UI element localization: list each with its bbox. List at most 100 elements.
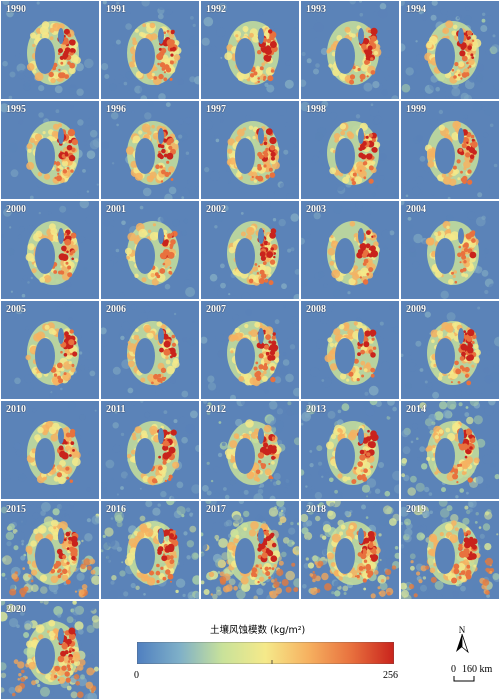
erosion-map-2000 [1,201,99,299]
panel-year-label: 2009 [406,304,426,315]
scale-right-label: 160 km [462,664,493,675]
panel-year-label: 1994 [406,4,426,15]
erosion-map-2004 [401,201,497,299]
erosion-map-1991 [101,1,199,99]
erosion-map-2008 [302,301,399,399]
panel-year-label: 2015 [6,504,26,515]
erosion-map-2020 [1,601,99,699]
map-panel-2020: 2020 [1,601,99,699]
map-panel-1992: 1992 [201,1,299,99]
map-panel-2017: 2017 [201,501,299,599]
erosion-map-1994 [401,1,499,99]
panel-year-label: 1997 [206,104,226,115]
erosion-map-1993 [301,1,399,99]
map-panel-1991: 1991 [101,1,199,99]
legend-color-ramp [137,642,394,664]
map-panel-2004: 2004 [401,201,499,299]
legend-max-label: 256 [383,670,398,681]
erosion-map-1996 [101,101,199,199]
erosion-map-2016 [101,501,199,599]
erosion-map-2012 [201,401,299,499]
map-panel-2014: 2014 [401,401,499,499]
legend-min-label: 0 [134,670,139,681]
map-panel-2007: 2007 [201,301,299,399]
panel-year-label: 2006 [106,304,126,315]
panel-year-label: 2005 [6,304,26,315]
erosion-map-1992 [201,1,299,93]
panel-year-label: 2018 [306,504,326,515]
panel-year-label: 2008 [306,304,326,315]
erosion-map-2002 [201,201,299,299]
erosion-map-1998 [301,101,399,199]
panel-year-label: 2001 [106,204,126,215]
panel-year-label: 2007 [206,304,226,315]
north-label: N [459,625,466,635]
map-panel-2009: 2009 [401,301,499,399]
map-panel-2002: 2002 [201,201,299,299]
panel-year-label: 2020 [6,604,26,615]
map-panel-1996: 1996 [101,101,199,199]
panel-year-label: 1999 [406,104,426,115]
panel-year-label: 1992 [206,4,226,15]
map-panel-2015: 2015 [1,501,99,599]
map-panel-2018: 2018 [301,501,399,599]
erosion-map-2010 [1,401,98,499]
erosion-map-1995 [1,103,99,199]
erosion-map-2013 [301,401,399,499]
map-panel-1993: 1993 [301,1,399,99]
map-panel-2019: 2019 [401,501,499,599]
erosion-map-2009 [401,301,499,399]
map-panel-2005: 2005 [1,301,99,399]
panel-year-label: 1996 [106,104,126,115]
panel-year-label: 1998 [306,104,326,115]
panel-year-label: 1993 [306,4,326,15]
erosion-map-1999 [401,102,498,199]
panel-year-label: 2019 [406,504,426,515]
map-panel-2000: 2000 [1,201,99,299]
map-panel-2008: 2008 [301,301,399,399]
north-arrow-icon: N [456,625,469,654]
legend-title: 土壤风蚀模数 (kg/m²) [210,625,306,636]
map-panel-1997: 1997 [201,101,299,199]
panel-year-label: 1991 [106,4,126,15]
panel-year-label: 2011 [106,404,126,415]
erosion-map-2007 [201,305,299,399]
panel-year-label: 2016 [106,504,126,515]
erosion-map-2018 [301,501,399,599]
map-panel-2010: 2010 [1,401,99,499]
erosion-map-2011 [101,401,199,499]
panel-year-label: 2003 [306,204,326,215]
map-panel-2011: 2011 [101,401,199,499]
erosion-map-2017 [201,501,299,599]
erosion-map-1997 [203,101,299,199]
panel-year-label: 2000 [6,204,26,215]
map-panel-2003: 2003 [301,201,399,299]
map-panel-2016: 2016 [101,501,199,599]
map-panel-1994: 1994 [401,1,499,99]
map-panel-1990: 1990 [1,1,99,99]
panel-year-label: 1990 [6,4,26,15]
map-panel-1998: 1998 [301,101,399,199]
erosion-map-2001 [101,201,199,298]
erosion-map-1990 [2,1,96,99]
panel-year-label: 1995 [6,104,26,115]
map-panel-2001: 2001 [101,201,199,299]
scale-left-label: 0 [451,664,456,675]
map-panel-1995: 1995 [1,101,99,199]
erosion-map-2019 [401,501,499,599]
legend-area: 土壤风蚀模数 (kg/m²) 0 256 N 0 160 km [100,600,500,699]
panel-year-label: 2013 [306,404,326,415]
erosion-map-2005 [1,301,99,399]
map-panel-1999: 1999 [401,101,499,199]
map-panel-2006: 2006 [101,301,199,399]
erosion-map-2006 [101,304,199,398]
erosion-map-2015 [1,501,99,599]
panel-year-label: 2012 [206,404,226,415]
panel-year-label: 2017 [206,504,226,515]
panel-year-label: 2002 [206,204,226,215]
map-panel-2012: 2012 [201,401,299,499]
map-panel-2013: 2013 [301,401,399,499]
panel-year-label: 2014 [406,404,426,415]
erosion-map-2003 [301,201,396,298]
